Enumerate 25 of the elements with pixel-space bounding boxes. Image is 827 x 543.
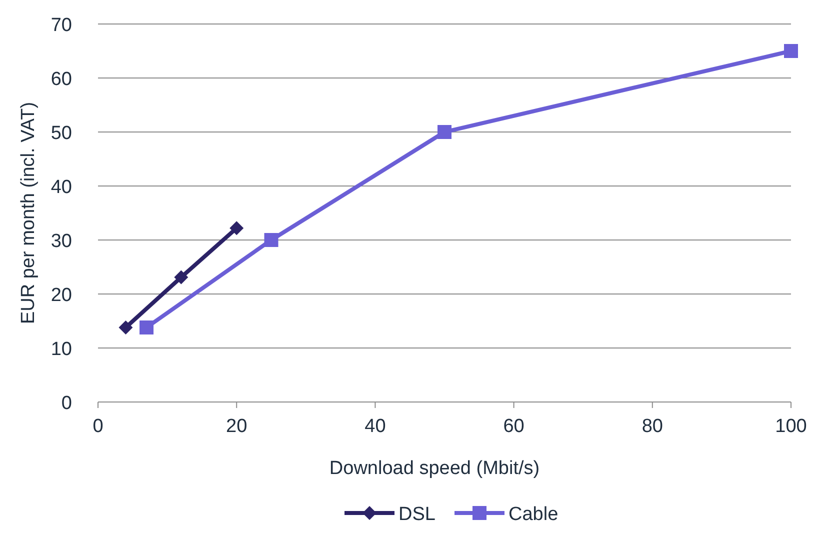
x-tick-label: 0 <box>92 416 104 437</box>
point <box>784 44 798 58</box>
point <box>118 320 133 334</box>
y-tick-label: 40 <box>50 177 72 198</box>
y-axis-title: EUR per month (incl. VAT) <box>18 102 39 324</box>
x-tick-label: 20 <box>226 416 248 437</box>
y-tick-label: 50 <box>50 123 72 144</box>
x-tick-label: 100 <box>775 416 807 437</box>
y-tick-label: 70 <box>50 15 72 36</box>
y-tick-label: 60 <box>50 69 72 90</box>
point <box>264 233 278 247</box>
point <box>174 270 188 284</box>
y-tick-label: 10 <box>50 339 72 360</box>
x-tick-label: 40 <box>364 416 386 437</box>
legend-label: DSL <box>398 504 436 525</box>
x-axis-title: Download speed (Mbit/s) <box>329 458 540 479</box>
y-tick-label: 30 <box>50 231 72 252</box>
x-tick-label: 80 <box>642 416 663 437</box>
point <box>140 320 154 334</box>
x-tick-label: 60 <box>503 416 524 437</box>
point <box>230 221 244 236</box>
point <box>438 125 452 139</box>
legend-label: Cable <box>508 504 558 525</box>
y-tick-label: 20 <box>50 285 72 306</box>
y-tick-label: 0 <box>61 393 72 414</box>
